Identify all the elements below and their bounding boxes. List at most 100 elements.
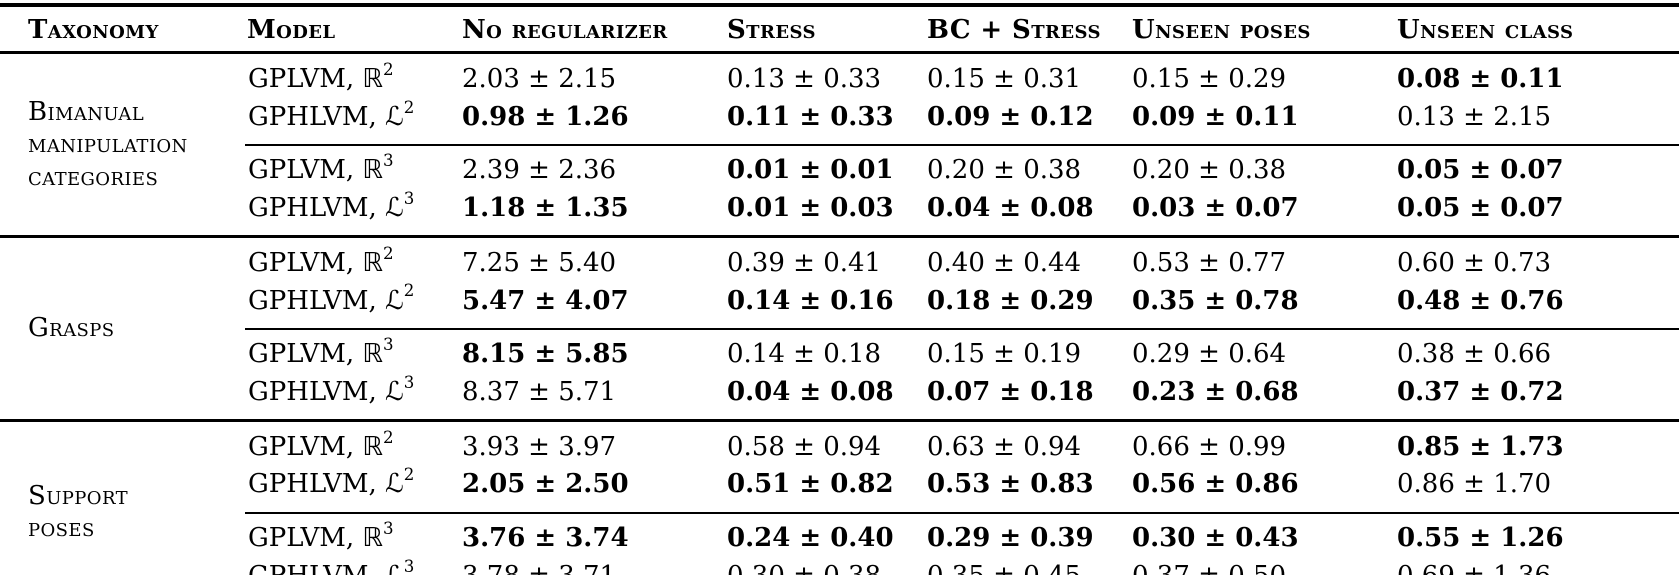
taxonomy-label: poses	[28, 513, 95, 544]
results-table: Taxonomy Model No regularizer Stress BC …	[0, 3, 1679, 575]
taxonomy-cell-support-poses: Support poses	[0, 418, 245, 575]
value-cell: 0.14 ± 0.16	[727, 285, 894, 316]
model-cell: GPHLVM, ℒ3	[245, 190, 460, 236]
value-cell: 0.69 ± 1.36	[1395, 558, 1679, 575]
value-cell: 0.15 ± 0.31	[925, 50, 1130, 99]
value-cell: 2.39 ± 2.36	[460, 144, 725, 191]
latent-space-dimension: 2	[382, 427, 394, 447]
model-name: GPHLVM,	[248, 561, 377, 575]
value-cell: 0.04 ± 0.08	[927, 193, 1094, 224]
value-cell: 0.38 ± 0.66	[1395, 328, 1679, 375]
table-row: Support poses GPLVM, ℝ2 3.93 ± 3.97 0.58…	[0, 418, 1679, 575]
model-cell: GPLVM, ℝ2	[245, 234, 460, 283]
model-cell: GPLVM, ℝ3	[245, 512, 460, 558]
model-name: GPLVM,	[248, 523, 355, 554]
value-cell: 0.35 ± 0.45	[925, 558, 1130, 575]
latent-space-dimension: 2	[382, 59, 394, 79]
value-cell: 0.29 ± 0.39	[925, 512, 1130, 558]
table-row: GPHLVM, ℒ2 0.98 ± 1.26 0.11 ± 0.33 0.09 …	[0, 99, 1679, 146]
value-cell: 0.08 ± 0.11	[1395, 50, 1679, 99]
column-header-taxonomy: Taxonomy	[0, 5, 245, 54]
value-cell: 0.37 ± 0.50	[1130, 558, 1395, 575]
value-cell: 0.53 ± 0.83	[927, 469, 1094, 500]
value-cell: 0.15 ± 0.19	[925, 328, 1130, 375]
model-name: GPLVM,	[248, 339, 355, 370]
taxonomy-label: manipulation	[28, 129, 188, 160]
table-row: GPHLVM, ℒ3 3.78 ± 3.71 0.30 ± 0.38 0.35 …	[0, 558, 1679, 575]
value-cell: 0.13 ± 0.33	[725, 50, 925, 99]
latent-space-dimension: 3	[403, 556, 415, 575]
table-row: Bimanual manipulation categories GPLVM, …	[0, 50, 1679, 237]
model-name: GPHLVM,	[248, 469, 377, 500]
latent-space-dimension: 3	[403, 372, 415, 392]
value-cell: 0.53 ± 0.77	[1130, 234, 1395, 283]
value-cell: 8.37 ± 5.71	[462, 377, 617, 408]
value-cell: 0.01 ± 0.03	[727, 193, 894, 224]
value-cell: 0.15 ± 0.29	[1130, 50, 1395, 99]
header-row: Taxonomy Model No regularizer Stress BC …	[0, 5, 1679, 54]
value-cell: 3.78 ± 3.71	[460, 558, 725, 575]
model-cell: GPHLVM, ℒ2	[245, 466, 460, 513]
column-header-no-regularizer: No regularizer	[460, 5, 725, 54]
value-cell: 0.04 ± 0.08	[727, 377, 894, 408]
value-cell: 0.39 ± 0.41	[725, 234, 925, 283]
value-cell: 0.48 ± 0.76	[1397, 285, 1564, 316]
table-row: GPLVM, ℝ3 2.39 ± 2.36 0.01 ± 0.01 0.20 ±…	[0, 144, 1679, 191]
latent-space-symbol: ℒ	[385, 377, 404, 408]
model-name: GPHLVM,	[248, 101, 377, 132]
model-name: GPLVM,	[248, 431, 355, 462]
latent-space-dimension: 2	[403, 281, 415, 301]
value-cell: 3.76 ± 3.74	[460, 512, 725, 558]
model-name: GPLVM,	[248, 155, 355, 186]
value-cell: 0.09 ± 0.11	[1132, 101, 1299, 132]
value-cell: 2.03 ± 2.15	[460, 50, 725, 99]
model-name: GPHLVM,	[248, 285, 377, 316]
value-cell: 0.20 ± 0.38	[1130, 144, 1395, 191]
table-row: GPLVM, ℝ3 8.15 ± 5.85 0.14 ± 0.18 0.15 ±…	[0, 328, 1679, 375]
value-cell: 0.40 ± 0.44	[925, 234, 1130, 283]
latent-space-dimension: 3	[403, 189, 415, 209]
value-cell: 0.09 ± 0.12	[927, 101, 1094, 132]
value-cell: 0.03 ± 0.07	[1132, 193, 1299, 224]
value-cell: 0.29 ± 0.64	[1130, 328, 1395, 375]
table-row: GPLVM, ℝ3 3.76 ± 3.74 0.24 ± 0.40 0.29 ±…	[0, 512, 1679, 558]
model-cell: GPHLVM, ℒ3	[245, 374, 460, 420]
latent-space-symbol: ℝ	[362, 64, 383, 94]
latent-space-dimension: 2	[403, 465, 415, 485]
table-row: GPHLVM, ℒ3 1.18 ± 1.35 0.01 ± 0.03 0.04 …	[0, 190, 1679, 236]
value-cell: 0.60 ± 0.73	[1395, 234, 1679, 283]
value-cell: 0.37 ± 0.72	[1397, 377, 1564, 408]
model-name: GPHLVM,	[248, 193, 377, 224]
value-cell: 3.93 ± 3.97	[460, 418, 725, 467]
value-cell: 0.05 ± 0.07	[1395, 144, 1679, 191]
value-cell: 1.18 ± 1.35	[462, 193, 629, 224]
model-cell: GPLVM, ℝ2	[245, 418, 460, 467]
column-header-stress: Stress	[725, 5, 925, 54]
model-cell: GPLVM, ℝ3	[245, 144, 460, 191]
latent-space-dimension: 3	[382, 335, 394, 355]
value-cell: 0.07 ± 0.18	[927, 377, 1094, 408]
table-row: GPHLVM, ℒ3 8.37 ± 5.71 0.04 ± 0.08 0.07 …	[0, 374, 1679, 420]
latent-space-dimension: 3	[382, 519, 394, 539]
value-cell: 0.51 ± 0.82	[727, 469, 894, 500]
table-row: Grasps GPLVM, ℝ2 7.25 ± 5.40 0.39 ± 0.41…	[0, 234, 1679, 421]
taxonomy-cell-grasps: Grasps	[0, 234, 245, 421]
model-cell: GPHLVM, ℒ2	[245, 99, 460, 146]
value-cell: 0.55 ± 1.26	[1395, 512, 1679, 558]
taxonomy-cell-bimanual: Bimanual manipulation categories	[0, 51, 245, 237]
value-cell: 7.25 ± 5.40	[460, 234, 725, 283]
taxonomy-label: Grasps	[28, 313, 115, 344]
value-cell: 0.30 ± 0.38	[725, 558, 925, 575]
value-cell: 0.11 ± 0.33	[727, 101, 894, 132]
model-name: GPLVM,	[248, 247, 355, 278]
latent-space-symbol: ℝ	[362, 247, 383, 278]
value-cell: 2.05 ± 2.50	[462, 469, 629, 500]
value-cell: 0.86 ± 1.70	[1397, 469, 1552, 500]
latent-space-symbol: ℝ	[362, 155, 383, 186]
column-header-bc-stress: BC + Stress	[925, 5, 1130, 54]
latent-space-dimension: 2	[403, 97, 415, 117]
model-name: GPLVM,	[248, 64, 355, 94]
value-cell: 0.18 ± 0.29	[927, 285, 1094, 316]
table-row: GPHLVM, ℒ2 5.47 ± 4.07 0.14 ± 0.16 0.18 …	[0, 283, 1679, 330]
latent-space-symbol: ℝ	[362, 523, 383, 554]
